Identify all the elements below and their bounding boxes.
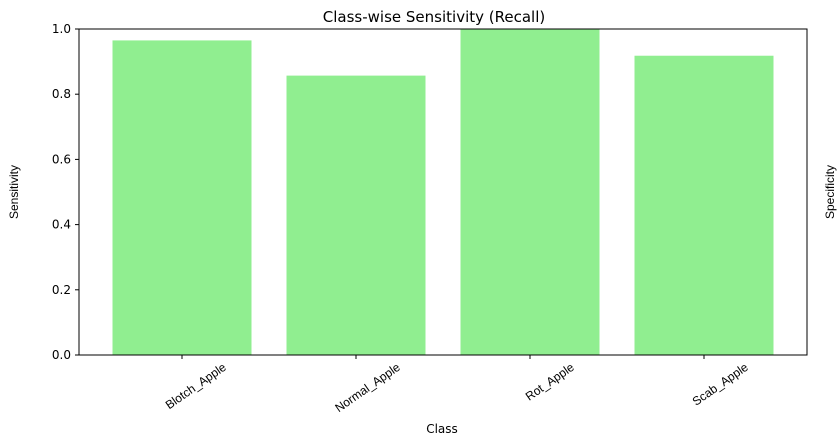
bar-rot-apple — [460, 29, 600, 355]
bar-scab-apple — [634, 55, 774, 356]
y-tick-label: 0.8 — [52, 87, 71, 101]
y-tick-label: 0.0 — [52, 348, 71, 362]
y-tick-label: 0.4 — [52, 218, 71, 232]
x-axis-ticks: Blotch_Apple Normal_Apple Rot_Apple Scab_Ap… — [163, 355, 751, 415]
y-axis-label: Sensitivity — [7, 165, 21, 219]
bar-normal-apple — [286, 75, 426, 356]
x-tick-label: Scab_Apple — [690, 360, 751, 409]
x-tick-label: Rot_Apple — [523, 360, 577, 404]
x-axis-label: Class — [426, 422, 458, 436]
chart-title: Class-wise Sensitivity (Recall) — [323, 8, 545, 26]
plot-frame — [78, 28, 808, 356]
x-tick-label: Normal_Apple — [332, 360, 403, 415]
bar-blotch-apple — [112, 40, 252, 355]
y-tick-label: 0.6 — [52, 152, 71, 166]
bars-layer — [112, 29, 774, 356]
neighbor-chart-y-axis-label: Specificity — [823, 165, 837, 219]
x-tick-label: Blotch_Apple — [163, 360, 229, 412]
y-tick-label: 0.2 — [52, 283, 71, 297]
y-axis-ticks: 0.0 0.2 0.4 0.6 0.8 1.0 — [52, 22, 79, 362]
y-tick-label: 1.0 — [52, 22, 71, 36]
